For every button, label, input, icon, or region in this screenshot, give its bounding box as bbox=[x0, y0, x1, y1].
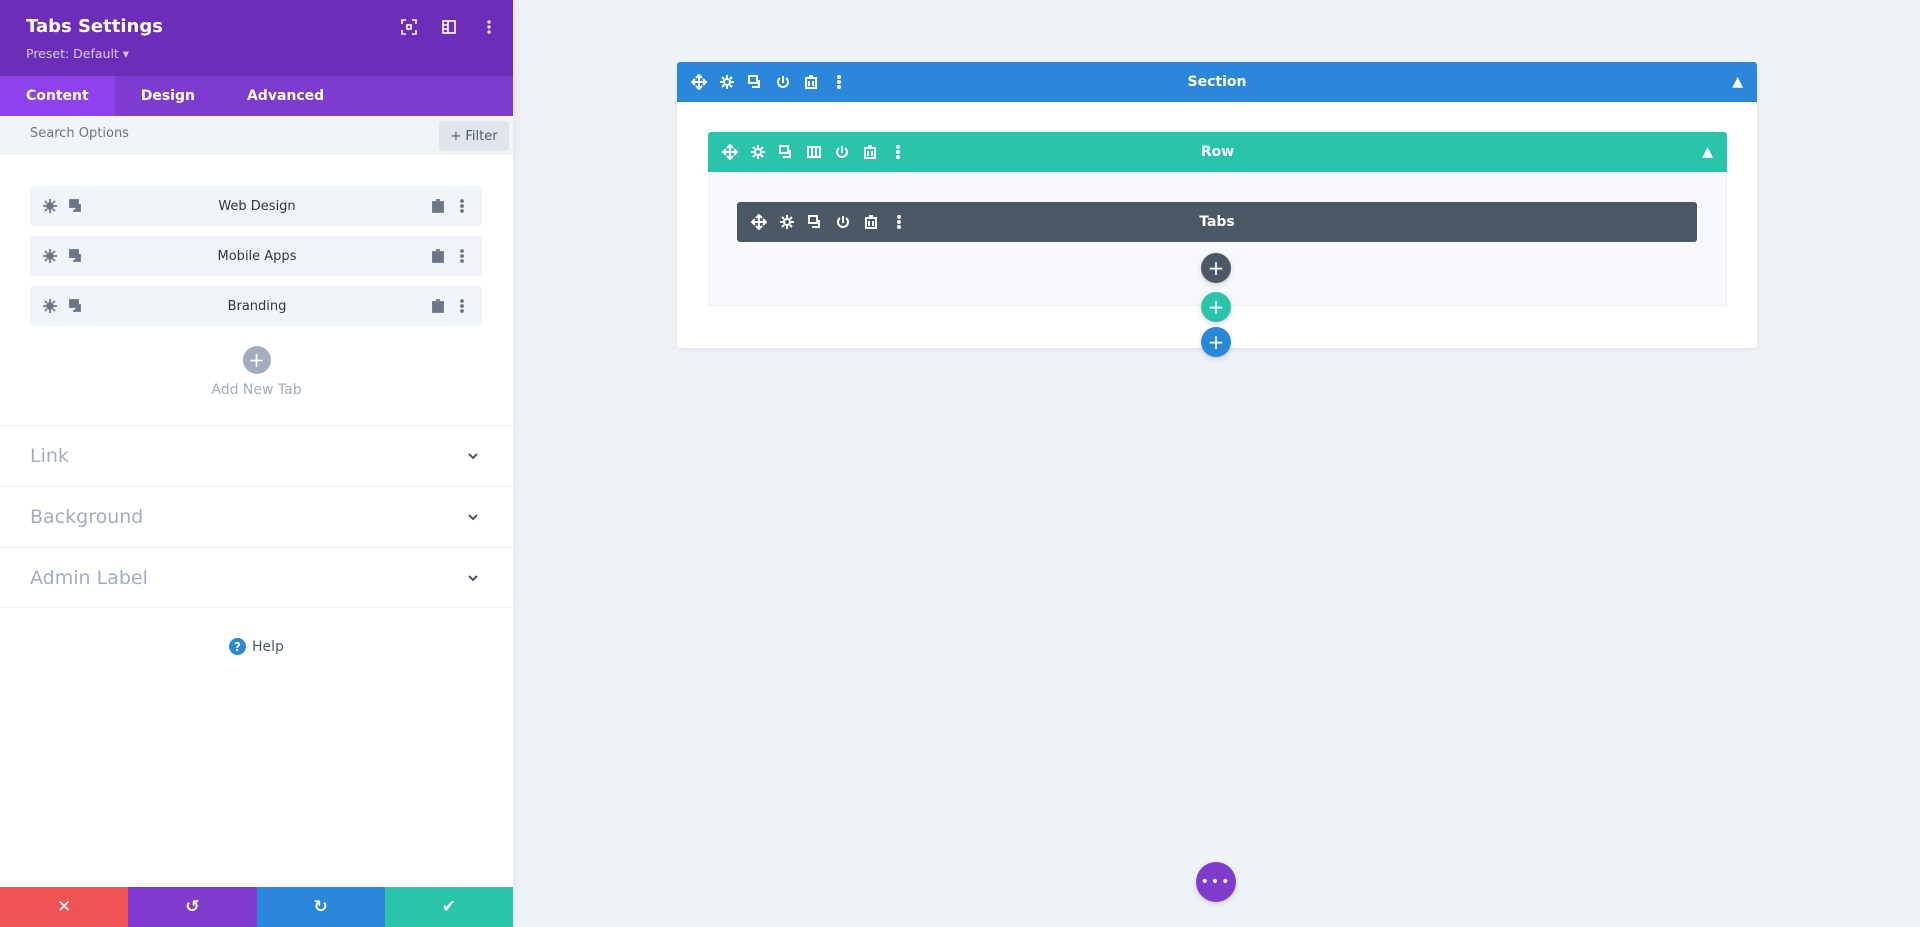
plus-icon: + bbox=[450, 128, 462, 144]
duplicate-icon[interactable] bbox=[745, 72, 765, 92]
chevron-up-icon[interactable]: ▲ bbox=[1732, 74, 1743, 90]
add-section-button[interactable]: + bbox=[1201, 327, 1231, 357]
add-new-tab[interactable]: + Add New Tab bbox=[0, 346, 513, 398]
power-icon[interactable] bbox=[833, 212, 853, 232]
gear-icon[interactable] bbox=[40, 246, 60, 266]
close-icon: ✕ bbox=[57, 897, 72, 917]
power-icon[interactable] bbox=[832, 142, 852, 162]
kebab-icon[interactable] bbox=[452, 296, 472, 316]
dots-icon: ••• bbox=[1200, 874, 1232, 890]
tab-item[interactable]: Web Design bbox=[30, 186, 482, 226]
move-icon[interactable] bbox=[720, 142, 740, 162]
chevron-up-icon[interactable]: ▲ bbox=[1702, 144, 1713, 160]
trash-icon[interactable] bbox=[428, 196, 448, 216]
tab-advanced[interactable]: Advanced bbox=[246, 88, 325, 104]
filter-label: Filter bbox=[465, 128, 498, 144]
power-icon[interactable] bbox=[773, 72, 793, 92]
tab-item-label: Web Design bbox=[218, 198, 296, 214]
kebab-icon[interactable] bbox=[889, 212, 909, 232]
tab-content[interactable]: Content bbox=[0, 76, 115, 116]
page-settings-button[interactable]: ••• bbox=[1196, 862, 1236, 902]
move-icon[interactable] bbox=[749, 212, 769, 232]
kebab-icon[interactable] bbox=[888, 142, 908, 162]
duplicate-icon[interactable] bbox=[66, 196, 86, 216]
trash-icon[interactable] bbox=[861, 212, 881, 232]
tab-design[interactable]: Design bbox=[140, 88, 195, 104]
chevron-down-icon bbox=[463, 568, 483, 588]
add-module-button[interactable]: + bbox=[1201, 253, 1231, 283]
search-input[interactable] bbox=[30, 126, 330, 141]
split-view-icon[interactable] bbox=[439, 17, 459, 37]
tab-item[interactable]: Mobile Apps bbox=[30, 236, 482, 276]
trash-icon[interactable] bbox=[428, 296, 448, 316]
gear-icon[interactable] bbox=[717, 72, 737, 92]
undo-icon: ↺ bbox=[185, 897, 200, 917]
columns-icon[interactable] bbox=[804, 142, 824, 162]
search-bar: +Filter bbox=[0, 116, 513, 155]
tab-item-label: Mobile Apps bbox=[217, 248, 297, 264]
toggle-label: Link bbox=[30, 445, 69, 467]
tab-item-label: Branding bbox=[227, 298, 287, 314]
add-row-button[interactable]: + bbox=[1201, 292, 1231, 322]
redo-icon: ↻ bbox=[313, 897, 328, 917]
kebab-icon[interactable] bbox=[829, 72, 849, 92]
add-tab-label: Add New Tab bbox=[211, 382, 302, 398]
trash-icon[interactable] bbox=[428, 246, 448, 266]
duplicate-icon[interactable] bbox=[66, 296, 86, 316]
chevron-down-icon bbox=[463, 507, 483, 527]
panel-title: Tabs Settings bbox=[26, 16, 163, 37]
toggle-background[interactable]: Background bbox=[0, 486, 513, 547]
gear-icon[interactable] bbox=[40, 296, 60, 316]
toggle-admin-label[interactable]: Admin Label bbox=[0, 547, 513, 608]
duplicate-icon[interactable] bbox=[776, 142, 796, 162]
toggle-label: Background bbox=[30, 506, 144, 528]
move-icon[interactable] bbox=[689, 72, 709, 92]
cancel-button[interactable]: ✕ bbox=[0, 887, 129, 927]
action-bar: ✕ ↺ ↻ ✔ bbox=[0, 887, 513, 927]
toggle-label: Admin Label bbox=[30, 566, 148, 589]
redo-button[interactable]: ↻ bbox=[256, 887, 385, 927]
gear-icon[interactable] bbox=[777, 212, 797, 232]
add-tab-button[interactable]: + bbox=[242, 346, 271, 374]
save-button[interactable]: ✔ bbox=[384, 887, 513, 927]
help-link[interactable]: ? Help bbox=[0, 638, 513, 655]
filter-button[interactable]: + Filter bbox=[439, 121, 509, 151]
duplicate-icon[interactable] bbox=[66, 246, 86, 266]
gear-icon[interactable] bbox=[748, 142, 768, 162]
help-label: Help bbox=[252, 638, 284, 655]
tab-item[interactable]: Branding bbox=[30, 286, 482, 326]
undo-button[interactable]: ↺ bbox=[128, 887, 257, 927]
preset-dropdown[interactable]: Preset: Default ▾ bbox=[26, 46, 130, 61]
toggle-link[interactable]: Link bbox=[0, 425, 513, 486]
module-tabs[interactable]: Tabs bbox=[737, 202, 1697, 242]
check-icon: ✔ bbox=[441, 897, 456, 917]
trash-icon[interactable] bbox=[860, 142, 880, 162]
trash-icon[interactable] bbox=[801, 72, 821, 92]
help-icon: ? bbox=[229, 638, 247, 655]
gear-icon[interactable] bbox=[40, 196, 60, 216]
sidebar-header: Tabs Settings Preset: Default ▾ bbox=[0, 0, 513, 76]
section-header[interactable]: Section ▲ bbox=[677, 62, 1757, 102]
duplicate-icon[interactable] bbox=[805, 212, 825, 232]
chevron-down-icon bbox=[463, 446, 483, 466]
more-options-icon[interactable] bbox=[479, 17, 499, 37]
kebab-icon[interactable] bbox=[452, 246, 472, 266]
fullscreen-icon[interactable] bbox=[399, 17, 419, 37]
kebab-icon[interactable] bbox=[452, 196, 472, 216]
settings-tabs: Content Design Advanced bbox=[0, 76, 513, 116]
row-header[interactable]: Row ▲ bbox=[708, 132, 1727, 172]
settings-sidebar: Tabs Settings Preset: Default ▾ Content … bbox=[0, 0, 513, 927]
